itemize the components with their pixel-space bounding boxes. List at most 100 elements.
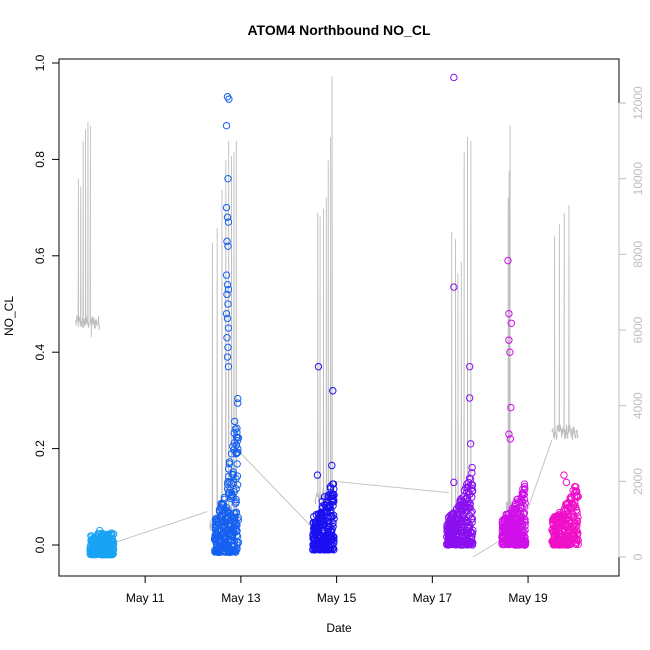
data-point <box>103 550 111 559</box>
data-point <box>221 539 229 547</box>
data-point <box>458 541 467 549</box>
data-point <box>569 486 577 495</box>
data-point <box>316 514 324 522</box>
data-point <box>555 512 563 521</box>
data-point <box>571 488 579 496</box>
data-point <box>517 540 525 548</box>
data-point <box>467 528 475 536</box>
data-point <box>510 506 518 514</box>
plot-frame <box>58 58 620 577</box>
data-point <box>558 533 566 541</box>
data-point <box>230 417 239 426</box>
secondary-line-segment <box>75 121 101 338</box>
data-point <box>450 283 458 291</box>
secondary-line-connector <box>99 511 208 548</box>
data-point <box>224 218 233 226</box>
y-axis-left: 0.0 0.2 0.4 0.6 0.8 1.0 <box>33 54 60 553</box>
x-tick-label: May 15 <box>317 591 357 605</box>
secondary-line-segment <box>551 205 579 441</box>
data-point <box>328 513 336 521</box>
data-point <box>211 526 220 534</box>
data-point <box>227 526 235 534</box>
data-point <box>227 548 236 556</box>
data-point <box>324 533 332 542</box>
data-point <box>564 538 572 546</box>
data-point <box>229 470 238 479</box>
data-point <box>516 516 525 525</box>
data-point <box>223 290 231 299</box>
y2-tick-label: 4000 <box>631 392 645 419</box>
data-point <box>311 539 319 548</box>
data-point <box>223 485 232 493</box>
data-point <box>325 501 333 509</box>
secondary-series-lines <box>75 76 579 558</box>
data-point <box>222 518 230 526</box>
data-point <box>562 478 571 487</box>
data-point <box>223 314 232 323</box>
data-point <box>231 520 239 529</box>
data-point <box>212 545 221 554</box>
data-point <box>224 343 232 352</box>
data-point <box>330 539 338 547</box>
y2-tick-label: 12000 <box>631 86 645 120</box>
data-point <box>466 501 474 509</box>
data-point <box>573 518 582 526</box>
data-point <box>217 504 226 512</box>
data-point <box>449 509 458 517</box>
data-point <box>328 461 336 470</box>
y2-tick-label: 6000 <box>631 316 645 343</box>
data-point <box>518 490 527 498</box>
data-point <box>102 541 110 549</box>
data-point <box>468 518 476 527</box>
data-point <box>107 531 116 540</box>
data-point <box>506 435 515 443</box>
data-point <box>506 348 514 356</box>
data-point <box>445 531 454 539</box>
data-point <box>229 530 237 539</box>
data-point <box>102 531 110 540</box>
data-point <box>455 539 463 548</box>
data-point <box>505 539 513 547</box>
data-point <box>217 514 226 522</box>
data-point <box>505 336 513 344</box>
data-point <box>330 536 338 545</box>
data-point <box>572 539 581 547</box>
x-tick-label: May 13 <box>221 591 261 605</box>
x-tick-label: May 11 <box>126 591 165 605</box>
data-point <box>327 506 335 514</box>
data-point <box>106 540 114 548</box>
data-point <box>320 546 329 554</box>
data-point <box>560 540 568 548</box>
data-point <box>227 494 235 503</box>
chart-title: ATOM4 Northbound NO_CL <box>247 22 430 38</box>
y-tick-label: 0.6 <box>33 247 47 264</box>
data-point <box>505 430 513 438</box>
data-point <box>507 403 515 412</box>
data-point <box>464 483 472 492</box>
data-point <box>232 485 240 493</box>
data-point <box>460 522 468 531</box>
x-tick-label: May 17 <box>413 591 453 605</box>
data-point <box>229 493 237 501</box>
data-point <box>562 500 570 508</box>
data-point <box>504 256 512 265</box>
data-point <box>220 540 229 548</box>
data-point <box>95 526 104 535</box>
data-point <box>233 428 241 436</box>
data-point <box>444 534 453 543</box>
data-point <box>234 394 242 403</box>
data-point <box>230 513 238 522</box>
y-tick-label: 0.4 <box>33 344 47 361</box>
data-point <box>520 480 529 488</box>
data-point <box>510 526 518 535</box>
data-point <box>89 543 97 551</box>
data-point <box>222 548 230 556</box>
data-point <box>322 508 331 516</box>
data-point <box>520 485 529 494</box>
data-point <box>233 460 241 468</box>
data-point <box>313 537 321 545</box>
data-point <box>309 529 317 538</box>
data-point <box>224 174 232 183</box>
data-point <box>222 309 231 318</box>
data-point <box>574 540 582 549</box>
